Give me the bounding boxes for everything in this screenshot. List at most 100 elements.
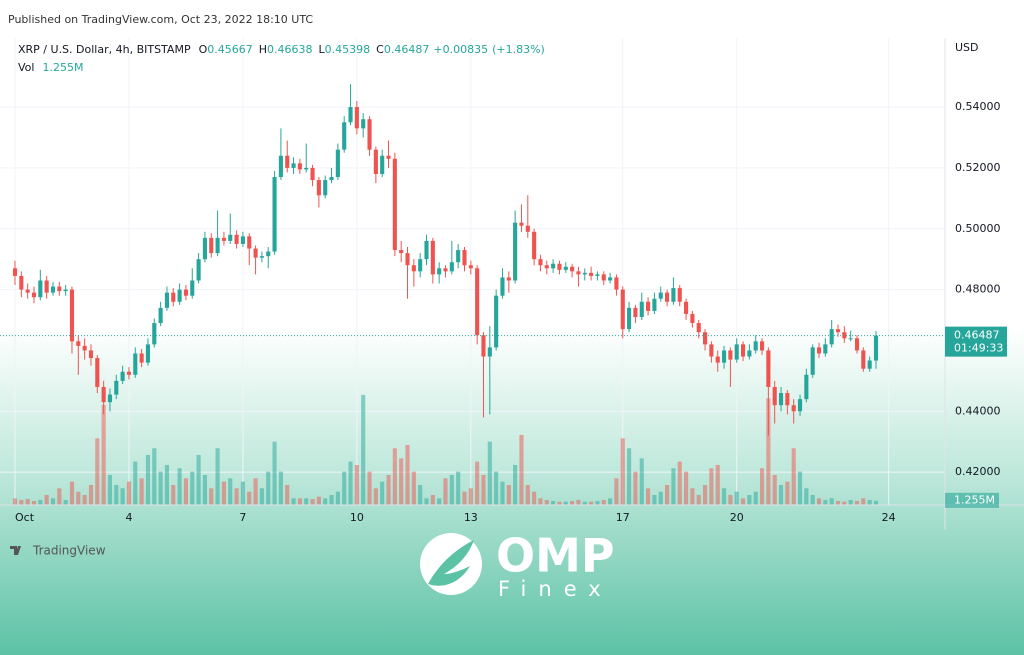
volume-bar <box>126 481 132 505</box>
volume-bar <box>854 500 860 505</box>
candle-body <box>614 277 619 290</box>
candle-body <box>747 350 752 357</box>
y-tick-label: 0.54000 <box>955 100 1001 113</box>
candle-body <box>443 268 448 272</box>
candle-body <box>247 236 252 249</box>
volume-bar <box>430 494 435 505</box>
volume-bar <box>183 478 188 505</box>
volume-bar <box>63 499 68 505</box>
volume-bar <box>823 499 828 505</box>
volume-bar <box>582 501 587 505</box>
volume-bar <box>278 471 283 505</box>
candle-layer <box>12 84 879 436</box>
volume-bar <box>734 491 739 505</box>
price-badge-value: 0.46487 <box>954 329 1000 342</box>
volume-badge <box>945 492 999 508</box>
volume-bar <box>639 458 644 505</box>
volume-bar <box>671 468 676 505</box>
candle-body <box>842 332 847 339</box>
candle-body <box>462 250 467 266</box>
volume-bar <box>145 454 151 505</box>
volume-bar <box>354 464 359 505</box>
candle-body <box>107 394 113 403</box>
volume-bar <box>848 499 853 505</box>
candle-body <box>753 341 758 351</box>
volume-bar <box>797 471 803 505</box>
volume-bar <box>31 500 37 505</box>
candle-body <box>342 122 347 150</box>
volume-bar <box>215 448 220 505</box>
volume-bar <box>443 478 448 505</box>
volume-bar <box>152 448 157 505</box>
volume-bar <box>816 498 822 505</box>
candle-body <box>608 277 613 281</box>
candle-body <box>519 222 524 226</box>
candle-body <box>759 341 765 351</box>
volume-bar <box>696 494 701 505</box>
candle-body <box>152 323 157 345</box>
candle-body <box>57 286 62 292</box>
candle-body <box>323 180 328 196</box>
candle-body <box>76 341 81 346</box>
volume-layer <box>12 394 879 505</box>
candle-body <box>766 350 771 387</box>
volume-bar <box>405 444 410 505</box>
volume-bar <box>323 498 328 505</box>
x-tick-label: 17 <box>616 511 630 524</box>
candle-body <box>538 259 543 266</box>
candle-body <box>595 274 600 276</box>
candle-body <box>145 344 151 363</box>
ohlc-label: H <box>259 43 267 56</box>
volume-bar <box>791 448 796 505</box>
volume-bar <box>449 474 454 505</box>
volume-bar <box>253 478 258 505</box>
volume-bar <box>538 498 543 505</box>
candle-body <box>272 177 277 252</box>
volume-bar <box>614 478 619 505</box>
candle-body <box>677 288 682 302</box>
volume-bar <box>25 498 30 505</box>
volume-bar <box>589 501 594 505</box>
candle-body <box>873 335 879 361</box>
published-note: Published on TradingView.com, Oct 23, 20… <box>8 13 313 26</box>
volume-bar <box>120 488 125 505</box>
volume-bar <box>557 501 562 505</box>
volume-bar <box>867 499 872 505</box>
candle-body <box>120 371 125 381</box>
volume-bar <box>76 491 81 505</box>
candle-body <box>665 292 670 302</box>
y-tick-label: 0.44000 <box>955 404 1001 417</box>
candle-body <box>253 248 258 258</box>
volume-bar <box>50 498 56 505</box>
volume-bar <box>342 471 347 505</box>
currency: USD <box>955 41 979 54</box>
candle-body <box>557 263 562 270</box>
candle-body <box>386 155 391 159</box>
volume-bar <box>608 498 613 505</box>
candle-body <box>126 371 132 375</box>
volume-bar <box>665 484 670 505</box>
volume-bar <box>38 499 43 505</box>
volume-bar <box>424 498 429 505</box>
volume-bar <box>133 461 138 505</box>
x-tick-label: 13 <box>464 511 478 524</box>
candle-body <box>500 277 505 296</box>
volume-bar <box>835 500 841 505</box>
candle-body <box>734 344 739 360</box>
candle-body <box>696 323 701 333</box>
volume-bar <box>487 441 492 505</box>
ohlc-value: 0.45398 <box>325 43 371 56</box>
watermark: OMP Finex <box>420 529 615 601</box>
volume-bar <box>456 471 461 505</box>
volume-bar <box>196 454 201 505</box>
volume-bar <box>221 481 226 505</box>
y-tick-label: 0.52000 <box>955 161 1001 174</box>
candle-body <box>234 234 239 244</box>
candle-body <box>721 350 727 363</box>
volume-bar <box>620 438 625 505</box>
y-tick-label: 0.48000 <box>955 283 1001 296</box>
candle-body <box>570 266 575 272</box>
volume-bar <box>690 488 695 505</box>
volume-bar <box>12 498 18 505</box>
candle-body <box>25 289 30 293</box>
